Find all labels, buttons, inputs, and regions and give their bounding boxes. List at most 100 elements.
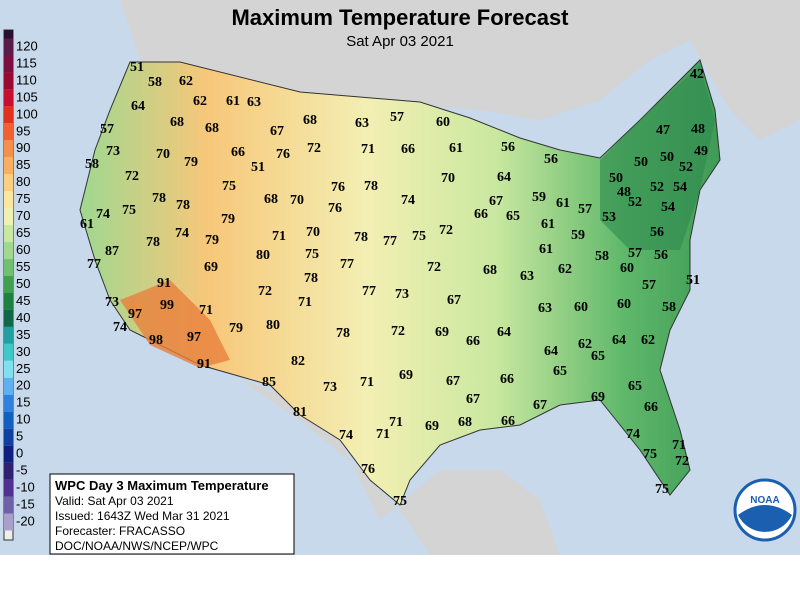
temperature-label: 51 — [251, 160, 265, 175]
temperature-label: 71 — [272, 229, 286, 244]
temperature-label: 79 — [205, 233, 219, 248]
legend-swatch — [4, 30, 13, 39]
temperature-label: 78 — [146, 235, 160, 250]
temperature-label: 76 — [331, 180, 345, 195]
legend-label: 105 — [16, 89, 38, 104]
temperature-label: 54 — [673, 180, 687, 195]
temperature-label: 61 — [541, 217, 555, 232]
temperature-label: 74 — [175, 226, 189, 241]
temperature-label: 98 — [149, 333, 163, 348]
temperature-label: 91 — [197, 357, 211, 372]
temperature-label: 57 — [100, 122, 114, 137]
legend-swatch — [4, 208, 13, 226]
info-box — [49, 473, 295, 555]
legend-swatch — [4, 343, 13, 361]
temperature-label: 65 — [553, 364, 567, 379]
temperature-label: 63 — [538, 301, 552, 316]
legend-label: 80 — [16, 174, 30, 189]
temperature-label: 64 — [612, 333, 626, 348]
legend-label: 110 — [16, 72, 37, 87]
temperature-label: 60 — [620, 261, 634, 276]
temperature-label: 66 — [466, 334, 480, 349]
legend-swatch — [4, 377, 13, 395]
temperature-label: 57 — [642, 278, 656, 293]
temperature-label: 70 — [441, 171, 455, 186]
temperature-label: 58 — [595, 249, 609, 264]
legend-label: 95 — [16, 123, 30, 138]
temperature-label: 58 — [148, 75, 162, 90]
legend-swatch — [4, 292, 13, 310]
temperature-label: 80 — [256, 248, 270, 263]
temperature-label: 62 — [193, 94, 207, 109]
temperature-label: 78 — [354, 230, 368, 245]
legend-swatch — [4, 462, 13, 480]
temperature-label: 68 — [264, 192, 278, 207]
temperature-label: 61 — [226, 94, 240, 109]
temperature-label: 42 — [690, 67, 704, 82]
legend-swatch — [4, 411, 13, 429]
legend-swatch — [4, 140, 13, 158]
legend-label: 120 — [16, 38, 38, 53]
info-line: Valid: Sat Apr 03 2021 — [55, 494, 174, 508]
legend-swatch — [4, 276, 13, 293]
temperature-label: 72 — [427, 260, 441, 275]
legend-swatch — [4, 225, 13, 243]
temperature-label: 71 — [389, 415, 403, 430]
temperature-label: 51 — [130, 60, 144, 75]
legend-swatch — [4, 479, 13, 497]
temperature-label: 75 — [643, 447, 657, 462]
temperature-label: 59 — [571, 228, 585, 243]
legend-label: 5 — [16, 429, 23, 444]
temperature-label: 91 — [157, 276, 171, 291]
legend-label: 35 — [16, 327, 30, 342]
temperature-label: 70 — [306, 225, 320, 240]
temperature-label: 73 — [323, 380, 337, 395]
canada — [0, 0, 800, 140]
temperature-label: 75 — [655, 482, 669, 497]
temperature-label: 73 — [105, 295, 119, 310]
temperature-label: 66 — [401, 142, 415, 157]
legend-swatch — [4, 445, 13, 463]
temperature-label: 76 — [361, 462, 375, 477]
temperature-label: 74 — [113, 320, 127, 335]
legend-label: 100 — [16, 106, 38, 121]
temperature-label: 60 — [436, 115, 450, 130]
legend-label: 70 — [16, 208, 30, 223]
temperature-label: 69 — [591, 390, 605, 405]
temperature-label: 78 — [364, 179, 378, 194]
temperature-label: 68 — [483, 263, 497, 278]
legend-label: 10 — [16, 412, 30, 427]
temperature-label: 67 — [270, 124, 284, 139]
temperature-label: 79 — [221, 212, 235, 227]
temperature-label: 77 — [383, 234, 397, 249]
info-title: WPC Day 3 Maximum Temperature — [55, 478, 269, 493]
legend-swatch — [4, 72, 13, 90]
noaa-logo-wave — [738, 505, 792, 532]
legend-label: 65 — [16, 225, 30, 240]
legend-label: 15 — [16, 395, 30, 410]
temperature-label: 62 — [179, 74, 193, 89]
temperature-label: 63 — [520, 269, 534, 284]
legend-label: 25 — [16, 361, 30, 376]
temperature-label: 99 — [160, 298, 174, 313]
temperature-label: 51 — [686, 273, 700, 288]
legend-swatch — [4, 394, 13, 412]
legend-swatch — [4, 191, 13, 209]
temperature-label: 78 — [304, 271, 318, 286]
info-line: Issued: 1643Z Wed Mar 31 2021 — [55, 509, 230, 523]
hot-region — [120, 280, 230, 368]
temperature-label: 73 — [395, 287, 409, 302]
temperature-label: 78 — [152, 191, 166, 206]
info-line: DOC/NOAA/NWS/NCEP/WPC — [55, 539, 219, 553]
temperature-label: 67 — [447, 293, 461, 308]
temperature-label: 66 — [501, 414, 515, 429]
temperature-label: 77 — [362, 284, 376, 299]
temperature-label: 68 — [205, 121, 219, 136]
temperature-label: 74 — [626, 427, 640, 442]
legend-swatch — [4, 242, 13, 260]
temperature-label: 56 — [650, 225, 664, 240]
temperature-label: 68 — [170, 115, 184, 130]
legend-swatch — [4, 106, 13, 124]
